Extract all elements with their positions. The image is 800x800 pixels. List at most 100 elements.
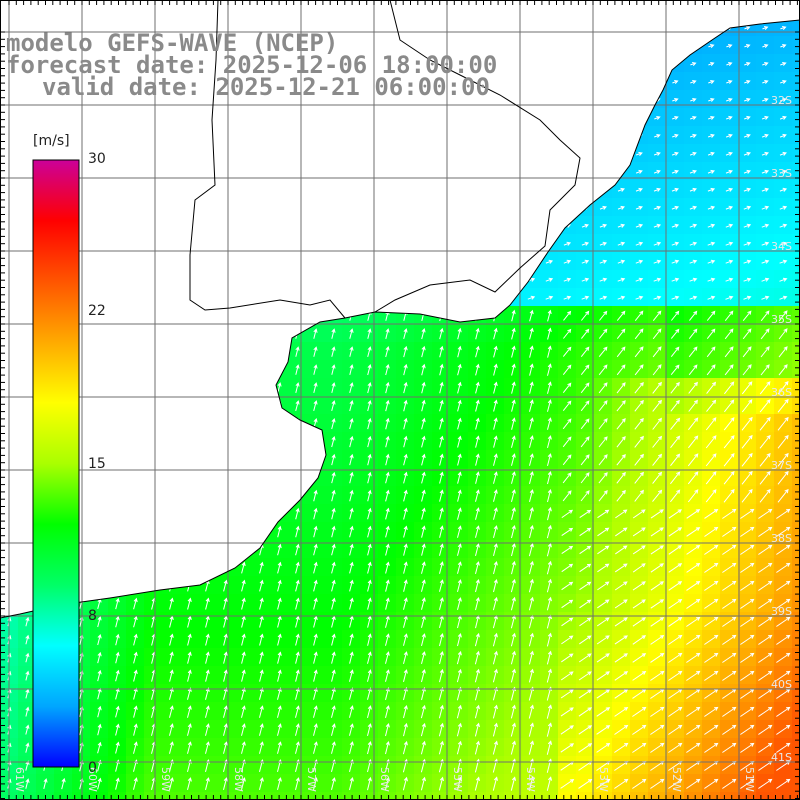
wind-arrow — [597, 527, 610, 537]
wind-arrow — [439, 381, 444, 394]
wind-arrow — [776, 652, 791, 663]
wind-arrow — [560, 778, 575, 789]
wind-arrow — [439, 453, 444, 466]
wind-arrow — [529, 524, 534, 539]
wind-cell — [792, 324, 800, 343]
wind-arrow — [528, 704, 534, 719]
wind-arrow — [707, 295, 716, 300]
wind-arrow — [546, 704, 553, 719]
wind-arrow — [402, 740, 408, 755]
wind-cell — [594, 270, 613, 289]
wind-arrow — [780, 26, 787, 31]
wind-arrow — [705, 435, 717, 449]
wind-arrow — [349, 328, 354, 339]
wind-cell — [792, 522, 800, 541]
wind-arrow — [614, 581, 628, 591]
wind-arrow — [529, 381, 534, 394]
wind-arrow — [776, 598, 791, 609]
wind-arrow — [313, 328, 318, 339]
wind-arrow — [686, 509, 701, 519]
wind-arrow — [511, 471, 516, 484]
wind-arrow — [385, 435, 390, 448]
wind-cell — [576, 270, 595, 289]
wind-cell — [720, 162, 739, 181]
wind-arrow — [650, 527, 664, 537]
wind-arrow — [259, 651, 264, 664]
wind-arrow — [331, 525, 336, 538]
wind-arrow — [758, 562, 773, 573]
wind-arrow — [223, 579, 228, 592]
wind-arrow — [744, 115, 751, 120]
wind-arrow — [331, 489, 336, 502]
wind-arrow — [438, 686, 444, 701]
wind-cell — [774, 36, 793, 55]
wind-arrow — [313, 382, 318, 394]
wind-arrow — [25, 616, 30, 627]
wind-arrow — [510, 740, 516, 755]
wind-arrow — [169, 651, 174, 664]
wind-arrow — [598, 346, 608, 358]
wind-arrow — [740, 616, 755, 627]
wind-arrow — [385, 740, 390, 755]
wind-arrow — [634, 417, 644, 430]
wind-arrow — [632, 509, 646, 519]
wind-arrow — [349, 561, 354, 574]
wind-arrow — [439, 327, 444, 340]
wind-cell — [774, 234, 793, 253]
wind-arrow — [650, 617, 665, 627]
wind-arrow — [616, 417, 626, 430]
wind-arrow — [475, 345, 480, 358]
wind-arrow — [686, 634, 701, 645]
wind-arrow — [205, 633, 210, 646]
wind-arrow — [653, 223, 662, 228]
wind-arrow — [313, 543, 318, 556]
wind-arrow — [367, 489, 372, 502]
wind-arrow — [614, 599, 628, 609]
wind-arrow — [528, 578, 534, 593]
wind-arrow — [562, 400, 572, 412]
wind-arrow — [635, 277, 644, 282]
wind-arrow — [385, 579, 390, 592]
wind-arrow — [295, 597, 300, 610]
wind-arrow — [438, 722, 444, 737]
wind-arrow — [596, 689, 611, 699]
wind-arrow — [259, 669, 264, 682]
wind-arrow — [349, 453, 354, 466]
wind-arrow — [511, 345, 516, 358]
wind-arrow — [597, 599, 610, 609]
wind-arrow — [403, 525, 408, 538]
wind-arrow — [367, 651, 372, 664]
wind-arrow — [759, 434, 771, 449]
wind-arrow — [439, 507, 444, 520]
wind-arrow — [385, 453, 390, 466]
wind-cell — [612, 288, 631, 307]
wind-arrow — [456, 650, 462, 665]
wind-arrow — [671, 223, 680, 228]
wind-arrow — [187, 705, 192, 718]
wind-cell — [756, 108, 775, 127]
wind-arrow — [385, 543, 390, 556]
wind-arrow — [421, 453, 426, 466]
wind-arrow — [686, 652, 701, 663]
wind-arrow — [510, 722, 516, 737]
lon-label: 51W — [743, 767, 756, 792]
wind-cell — [702, 216, 721, 235]
wind-arrow — [510, 668, 516, 683]
wind-cell — [666, 216, 685, 235]
wind-arrow — [313, 507, 318, 520]
wind-arrow — [580, 490, 590, 502]
wind-arrow — [223, 741, 228, 754]
wind-arrow — [689, 241, 698, 246]
wind-cell — [612, 198, 631, 217]
wind-arrow — [740, 544, 755, 555]
wind-cell — [774, 54, 793, 73]
wind-cell — [792, 540, 800, 559]
wind-arrow — [652, 417, 662, 430]
wind-arrow — [652, 489, 663, 502]
wind-arrow — [313, 579, 318, 592]
wind-arrow — [762, 44, 769, 49]
wind-arrow — [529, 453, 534, 466]
wind-cell — [792, 162, 800, 181]
wind-arrow — [560, 743, 575, 753]
wind-cell — [792, 720, 800, 739]
